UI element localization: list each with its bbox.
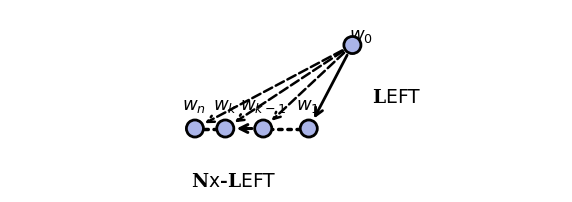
- Text: N$\mathrm{x}$-L$\mathrm{EFT}$: N$\mathrm{x}$-L$\mathrm{EFT}$: [191, 173, 276, 191]
- Circle shape: [300, 120, 317, 137]
- Text: $w_{k-1}$: $w_{k-1}$: [240, 97, 287, 115]
- Text: $w_1$: $w_1$: [296, 97, 320, 115]
- Circle shape: [217, 120, 234, 137]
- Circle shape: [344, 37, 361, 54]
- Text: L$\mathrm{EFT}$: L$\mathrm{EFT}$: [372, 89, 422, 107]
- Text: $w_k$: $w_k$: [213, 97, 237, 115]
- Text: $w_0$: $w_0$: [349, 27, 373, 45]
- Circle shape: [186, 120, 204, 137]
- Circle shape: [255, 120, 272, 137]
- Text: $w_n$: $w_n$: [182, 97, 206, 115]
